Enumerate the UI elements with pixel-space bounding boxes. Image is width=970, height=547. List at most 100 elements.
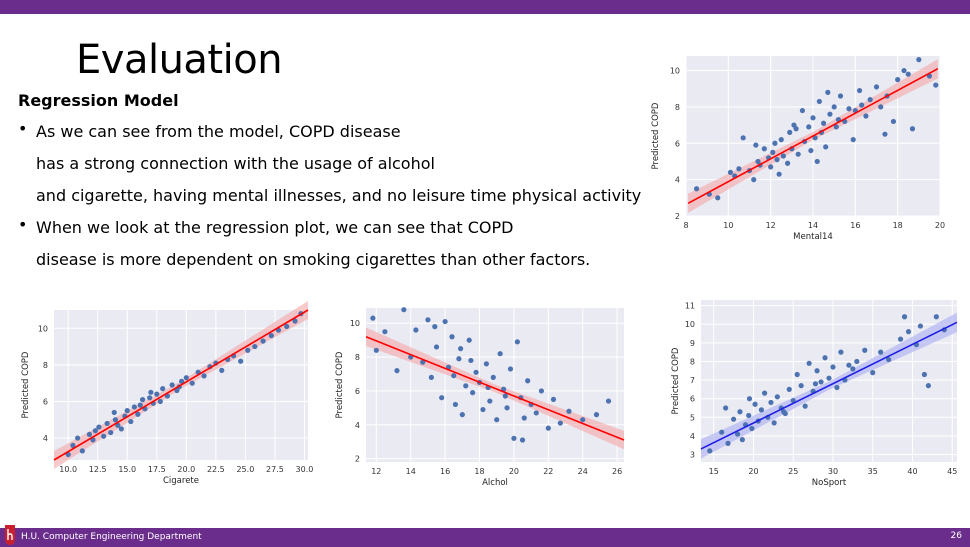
x-tick-label: 14	[808, 221, 818, 230]
slide-subtitle: Regression Model	[18, 91, 179, 110]
data-point	[452, 401, 459, 408]
data-point	[111, 409, 117, 416]
data-point	[751, 177, 757, 183]
data-point	[456, 356, 462, 362]
data-point	[148, 389, 154, 395]
data-point	[830, 364, 836, 370]
data-point	[795, 151, 801, 157]
data-point	[753, 142, 759, 148]
bullet-line: When we look at the regression plot, we …	[36, 218, 514, 237]
regression-line	[700, 321, 958, 450]
data-point	[466, 337, 472, 343]
data-point	[715, 195, 721, 201]
data-point	[752, 401, 758, 407]
x-axis-label: NoSport	[812, 478, 847, 488]
data-point	[856, 87, 863, 94]
y-tick-label: 8	[43, 361, 48, 370]
data-point	[727, 169, 734, 175]
data-point	[470, 390, 476, 396]
data-point	[878, 104, 884, 110]
y-tick-label: 5	[690, 413, 695, 422]
chart-svg-cigarete: 10.0 12.5 15.0 17.5 20.0 22.5 25.0 27.5 30.0 4 6 8 1…	[21, 301, 314, 486]
y-tick-label: 10	[685, 320, 695, 329]
bullet-dot-icon: •	[18, 215, 28, 234]
data-point	[831, 104, 837, 110]
data-point	[463, 383, 469, 389]
data-point	[140, 397, 146, 403]
data-point	[124, 408, 130, 414]
data-point	[818, 379, 824, 385]
y-axis-label: Predicted COPD	[21, 351, 31, 418]
data-point	[806, 124, 812, 130]
data-point	[806, 360, 812, 366]
data-point	[169, 382, 175, 388]
data-point	[838, 349, 844, 355]
regression-line	[687, 68, 939, 204]
bullet-item-2: • When we look at the regression plot, w…	[18, 215, 658, 279]
y-axis-label: Predicted COPD	[651, 102, 661, 169]
data-point	[816, 98, 822, 105]
data-point	[580, 417, 586, 423]
data-point	[776, 171, 782, 177]
y-tick-label: 6	[355, 387, 360, 396]
x-tick-label: 20	[509, 467, 519, 476]
data-point	[730, 416, 737, 422]
data-point	[468, 357, 474, 364]
y-tick-label: 10	[38, 324, 48, 333]
x-tick-label: 25	[788, 467, 798, 476]
data-point	[112, 417, 119, 423]
data-point	[933, 314, 939, 320]
data-point	[825, 89, 831, 95]
data-point	[739, 437, 745, 443]
data-point	[826, 375, 832, 381]
data-point	[758, 407, 765, 413]
data-point	[487, 398, 493, 404]
data-point	[873, 84, 880, 90]
data-point	[746, 396, 753, 402]
x-tick-label: 17.5	[148, 465, 166, 474]
data-point	[183, 375, 189, 381]
x-tick-label: 30.0	[296, 465, 314, 474]
data-point	[814, 368, 820, 374]
x-tick-label: 35	[868, 467, 878, 476]
data-point	[86, 431, 93, 437]
bullet-line: As we can see from the model, COPD disea…	[36, 122, 401, 141]
data-point	[425, 317, 431, 323]
data-point	[157, 398, 163, 405]
data-point	[863, 113, 869, 119]
data-point	[525, 378, 531, 384]
data-point	[933, 82, 939, 88]
footer-department: H.U. Computer Engineering Department	[21, 532, 202, 542]
data-point	[533, 410, 539, 416]
x-axis-label: Mental14	[793, 232, 833, 242]
data-point	[382, 329, 388, 335]
data-point	[147, 395, 153, 401]
x-tick-label: 8	[683, 221, 688, 230]
data-point	[70, 442, 76, 448]
data-point	[723, 405, 729, 411]
bullet-line: disease is more dependent on smoking cig…	[36, 250, 591, 269]
x-tick-label: 24	[578, 467, 588, 476]
data-point	[897, 336, 904, 342]
data-point	[693, 186, 700, 192]
data-point	[925, 383, 931, 389]
bullet-dot-icon: •	[18, 119, 28, 138]
data-point	[774, 157, 780, 163]
regression-line	[53, 309, 309, 461]
y-tick-label: 3	[690, 451, 695, 460]
x-tick-label: 10.0	[59, 465, 77, 474]
data-point	[79, 448, 85, 454]
data-point	[771, 420, 777, 426]
x-tick-label: 16	[850, 221, 860, 230]
data-point	[822, 355, 828, 361]
data-point	[823, 144, 829, 150]
y-tick-label: 2	[355, 455, 360, 464]
data-point	[504, 405, 510, 411]
x-axis-label: Alchol	[482, 478, 508, 488]
data-point	[497, 351, 503, 357]
data-point	[837, 93, 844, 99]
data-point	[798, 383, 804, 389]
data-point	[449, 334, 455, 340]
regression-chart-nosport: 15 20 25 30 35 40 45 3 4 5 6 7 8 9 10 11 NoSport Predicte…	[668, 290, 968, 500]
